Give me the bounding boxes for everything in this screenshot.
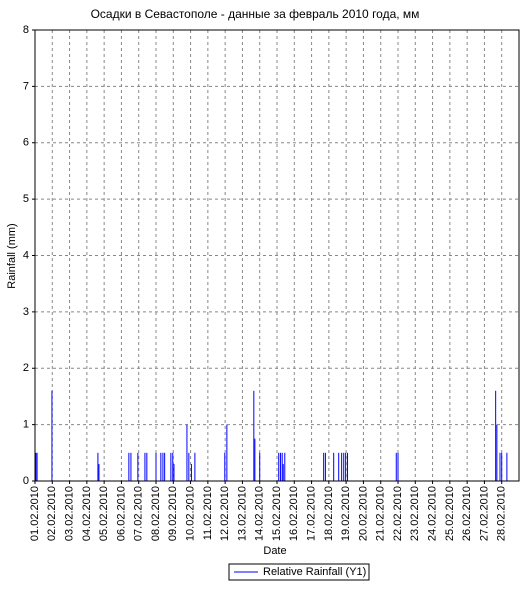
x-tick-label: 19.02.2010 bbox=[340, 486, 352, 541]
x-tick-label: 02.02.2010 bbox=[46, 486, 58, 541]
y-tick-label: 6 bbox=[23, 137, 29, 149]
x-tick-label: 20.02.2010 bbox=[357, 486, 369, 541]
y-tick-label: 2 bbox=[23, 362, 29, 374]
plot-frame bbox=[34, 29, 520, 482]
y-axis-label: Rainfall (mm) bbox=[6, 223, 18, 288]
x-tick-label: 08.02.2010 bbox=[150, 486, 162, 541]
y-tick-label: 7 bbox=[23, 80, 29, 92]
x-tick-label: 17.02.2010 bbox=[305, 486, 317, 541]
x-tick-label: 04.02.2010 bbox=[81, 486, 93, 541]
x-tick-label: 03.02.2010 bbox=[63, 486, 75, 541]
x-tick-label: 05.02.2010 bbox=[98, 486, 110, 541]
y-tick-label: 8 bbox=[23, 24, 29, 36]
x-tick-label: 10.02.2010 bbox=[184, 486, 196, 541]
x-tick-label: 11.02.2010 bbox=[202, 486, 214, 540]
x-tick-label: 23.02.2010 bbox=[409, 486, 421, 541]
x-tick-label: 09.02.2010 bbox=[167, 486, 179, 541]
y-tick-label: 0 bbox=[23, 475, 29, 487]
x-tick-label: 14.02.2010 bbox=[254, 486, 266, 541]
x-tick-label: 24.02.2010 bbox=[426, 486, 438, 541]
legend-label: Relative Rainfall (Y1) bbox=[263, 566, 366, 578]
x-tick-label: 18.02.2010 bbox=[323, 486, 335, 541]
x-tick-label: 25.02.2010 bbox=[444, 486, 456, 541]
x-axis-label: Date bbox=[263, 545, 286, 557]
x-tick-label: 27.02.2010 bbox=[478, 486, 490, 541]
x-tick-label: 07.02.2010 bbox=[133, 486, 145, 541]
x-tick-label: 16.02.2010 bbox=[288, 486, 300, 541]
x-tick-label: 28.02.2010 bbox=[496, 486, 508, 541]
x-tick-label: 22.02.2010 bbox=[392, 486, 404, 541]
x-tick-label: 21.02.2010 bbox=[375, 486, 387, 541]
x-tick-label: 01.02.2010 bbox=[29, 486, 41, 541]
x-tick-label: 26.02.2010 bbox=[461, 486, 473, 541]
x-tick-label: 12.02.2010 bbox=[219, 486, 231, 541]
chart-title: Осадки в Севастополе - данные за февраль… bbox=[91, 7, 420, 21]
y-tick-label: 5 bbox=[23, 193, 29, 205]
y-tick-label: 4 bbox=[23, 249, 29, 261]
y-tick-label: 3 bbox=[23, 306, 29, 318]
x-tick-label: 15.02.2010 bbox=[271, 486, 283, 541]
legend-box bbox=[228, 563, 370, 581]
x-tick-label: 06.02.2010 bbox=[115, 486, 127, 541]
x-tick-label: 13.02.2010 bbox=[236, 486, 248, 541]
y-tick-label: 1 bbox=[23, 419, 29, 431]
